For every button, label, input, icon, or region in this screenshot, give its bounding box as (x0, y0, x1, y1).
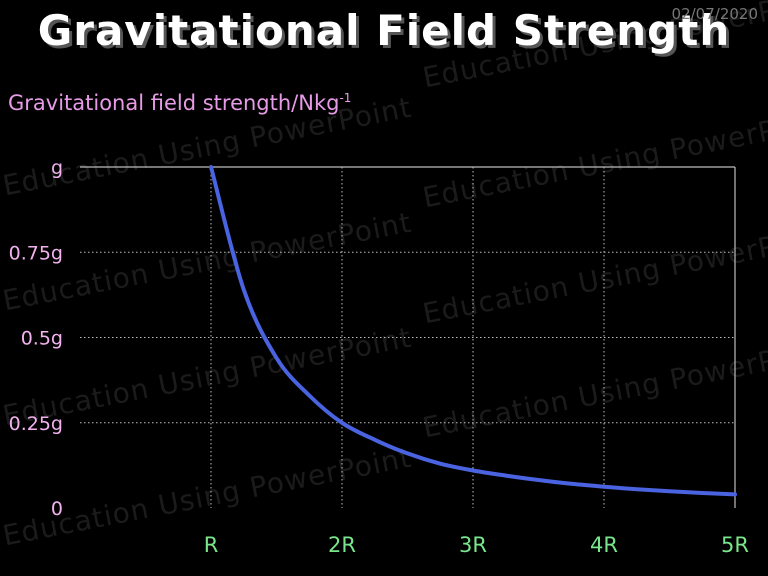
series-line (209, 165, 737, 497)
y-tick-label: g (51, 157, 63, 179)
y-axis-label-text: Gravitational field strength/Nkg (8, 91, 340, 115)
axis-frame (80, 166, 736, 508)
slide-title: Gravitational Field Strength (37, 6, 731, 55)
y-tick-label: 0 (51, 498, 63, 520)
grid-layer (80, 167, 735, 508)
y-tick-label: 0.5g (21, 328, 63, 350)
x-tick-label: R (204, 533, 219, 557)
x-tick-label: 2R (328, 533, 356, 557)
y-tick-label: 0.25g (9, 413, 63, 435)
series-layer (209, 165, 737, 497)
y-tick-label: 0.75g (9, 242, 63, 264)
x-tick-label: 4R (590, 533, 618, 557)
y-axis-label: Gravitational field strength/Nkg-1 (8, 84, 351, 118)
y-axis-label-superscript: -1 (339, 91, 352, 105)
slide-date: 02/07/2020 (671, 5, 758, 23)
x-tick-label: 5R (721, 533, 749, 557)
x-tick-label: 3R (459, 533, 487, 557)
y-tick-labels: 0 0.25g 0.5g 0.75g g (9, 157, 63, 520)
x-tick-labels: R 2R 3R 4R 5R (204, 533, 749, 557)
